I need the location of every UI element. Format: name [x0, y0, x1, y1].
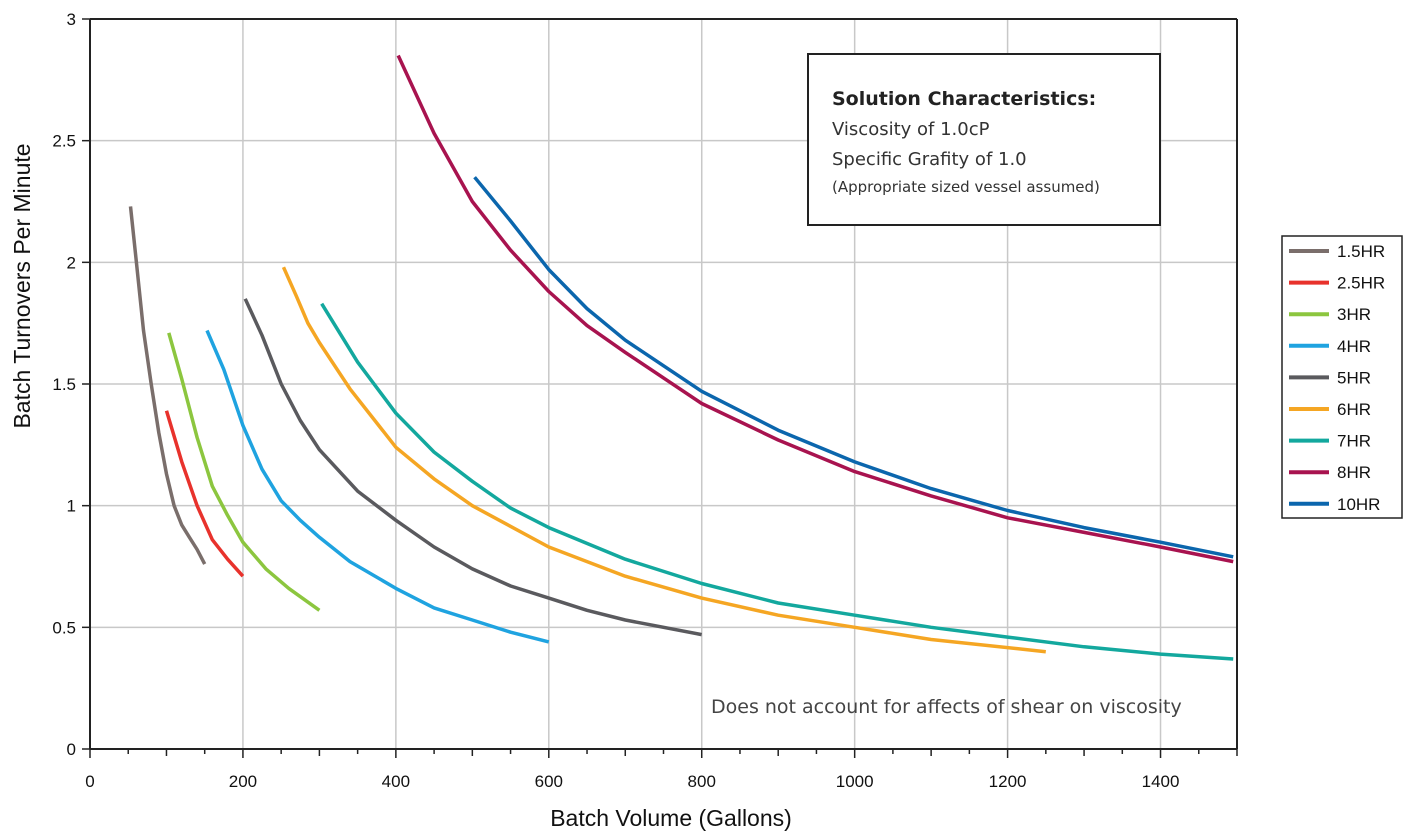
x-tick-label: 600 — [535, 772, 563, 791]
x-tick-label: 0 — [85, 772, 94, 791]
legend-label-1-5hr: 1.5HR — [1337, 242, 1385, 261]
series-line-4hr — [205, 329, 550, 644]
annotation-line-vessel: (Appropriate sized vessel assumed) — [832, 178, 1100, 196]
x-tick-label: 1400 — [1142, 772, 1180, 791]
y-axis-title: Batch Turnovers Per Minute — [9, 143, 35, 428]
y-tick-label: 2.5 — [52, 132, 76, 151]
series-line-10hr — [473, 176, 1234, 559]
annotation-box-frame — [807, 53, 1161, 226]
legend-label-8hr: 8HR — [1337, 463, 1371, 482]
y-tick-label: 1.5 — [52, 375, 76, 394]
tick-labels: 0 200 400 600 800 1000 1200 1400 0 0.5 1 1.5 2 2.5 3 — [52, 10, 1179, 791]
x-tick-label: 1000 — [836, 772, 874, 791]
x-tick-label: 200 — [229, 772, 257, 791]
legend-items: 1.5HR 2.5HR 3HR 4HR 5HR 6HR 7HR 8HR 10HR — [1289, 242, 1385, 514]
y-tick-label: 0.5 — [52, 618, 76, 637]
series-line-5hr — [243, 298, 703, 637]
series-lines — [128, 54, 1234, 661]
legend-label-3hr: 3HR — [1337, 305, 1371, 324]
series-line-6hr — [281, 266, 1046, 654]
annotation-title: Solution Characteristics: — [832, 88, 1096, 110]
x-tick-label: 400 — [382, 772, 410, 791]
y-tick-label: 0 — [67, 740, 76, 759]
series-line-2-5hr — [164, 410, 245, 578]
legend: 1.5HR 2.5HR 3HR 4HR 5HR 6HR 7HR 8HR 10HR — [1281, 235, 1403, 519]
legend-label-4hr: 4HR — [1337, 337, 1371, 356]
legend-label-5hr: 5HR — [1337, 368, 1371, 387]
series-line-3hr — [167, 332, 321, 612]
x-axis-title: Batch Volume (Gallons) — [550, 805, 792, 831]
legend-label-2-5hr: 2.5HR — [1337, 274, 1385, 293]
y-tick-label: 1 — [67, 497, 76, 516]
series-line-1-5hr — [128, 206, 207, 565]
series-line-8hr — [396, 54, 1234, 564]
legend-label-6hr: 6HR — [1337, 400, 1371, 419]
axis-ticks — [82, 18, 1238, 758]
legend-label-7hr: 7HR — [1337, 432, 1371, 451]
y-tick-label: 3 — [67, 10, 76, 29]
annotation-line-viscosity: Viscosity of 1.0cP — [832, 119, 990, 140]
legend-label-10hr: 10HR — [1337, 495, 1380, 514]
footnote: Does not account for affects of shear on… — [711, 696, 1182, 718]
x-tick-label: 800 — [688, 772, 716, 791]
x-tick-label: 1200 — [989, 772, 1027, 791]
annotation-line-gravity: Specific Grafity of 1.0 — [832, 149, 1027, 170]
annotation-box: Solution Characteristics: Viscosity of 1… — [807, 53, 1161, 226]
series-line-7hr — [320, 302, 1234, 661]
y-tick-label: 2 — [67, 253, 76, 272]
